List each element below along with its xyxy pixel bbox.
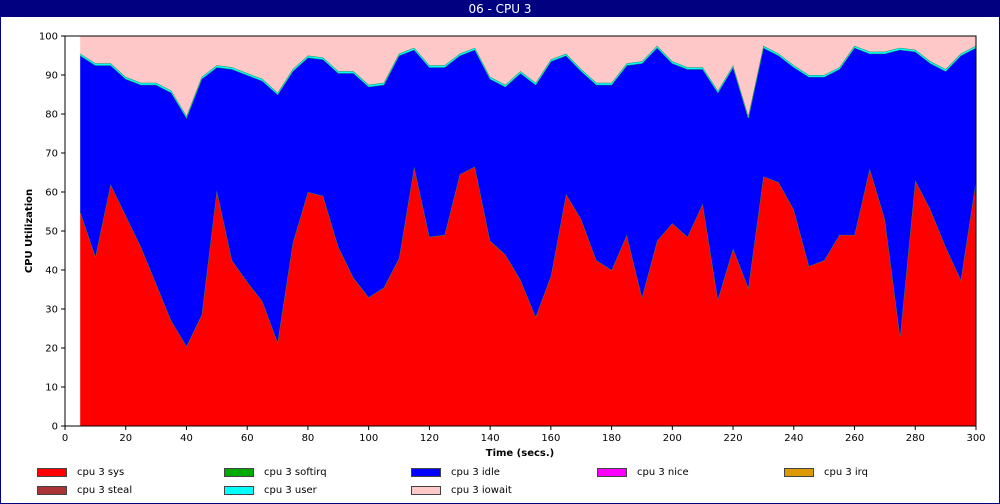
y-tick-label: 50: [45, 227, 58, 238]
chart: 0 20 40 60 80 100 120 140 160 180 200 220 240 260 280 3…: [24, 32, 986, 460]
series-area-cpu-3-idle: [80, 47, 976, 347]
x-tick-label: 300: [966, 433, 985, 444]
axes: 0 20 40 60 80 100 120 140 160 180 200 220 240 260 280 3…: [39, 32, 986, 445]
x-tick-label: 20: [119, 433, 132, 444]
x-tick-label: 180: [602, 433, 621, 444]
legend-swatch: [37, 486, 67, 495]
legend-label: cpu 3 nice: [637, 467, 689, 478]
series-area-cpu-3-sys: [80, 166, 976, 426]
x-tick-label: 220: [724, 433, 743, 444]
x-axis-label: Time (secs.): [486, 448, 555, 459]
legend-label: cpu 3 user: [264, 485, 317, 496]
legend-label: cpu 3 sys: [77, 467, 125, 478]
legend-swatch: [597, 468, 627, 477]
series-edge-cpu-3-sys: [79, 165, 977, 348]
x-tick-label: 80: [302, 433, 315, 444]
legend-label: cpu 3 steal: [77, 485, 133, 496]
y-tick-label: 60: [45, 188, 58, 199]
x-tick-label: 100: [359, 433, 378, 444]
x-tick-label: 60: [241, 433, 254, 444]
legend-label: cpu 3 iowait: [451, 485, 512, 496]
legend-swatch: [411, 468, 441, 477]
y-tick-label: 30: [45, 305, 58, 316]
legend-swatch: [784, 468, 814, 477]
x-tick-label: 260: [845, 433, 864, 444]
y-tick-label: 20: [45, 344, 58, 355]
y-tick-label: 10: [45, 383, 58, 394]
legend-swatch: [224, 486, 254, 495]
y-tick-label: 40: [45, 266, 58, 277]
legend-swatch: [37, 468, 67, 477]
window-title: 06 - CPU 3: [1, 1, 999, 17]
x-tick-label: 200: [663, 433, 682, 444]
x-tick-label: 120: [420, 433, 439, 444]
x-tick-label: 160: [541, 433, 560, 444]
x-tick-label: 140: [481, 433, 500, 444]
x-tick-label: 40: [180, 433, 193, 444]
y-tick-label: 80: [45, 110, 58, 121]
legend: cpu 3 sys cpu 3 softirq cpu 3 idle cpu 3 ni…: [0, 460, 1000, 504]
legend-swatch: [224, 468, 254, 477]
legend-swatch: [411, 486, 441, 495]
legend-label: cpu 3 softirq: [264, 467, 327, 478]
area-layer: [79, 35, 977, 426]
legend-label: cpu 3 idle: [451, 467, 500, 478]
x-tick-label: 280: [906, 433, 925, 444]
y-tick-label: 0: [52, 422, 58, 433]
x-tick-label: 240: [784, 433, 803, 444]
y-tick-label: 100: [39, 32, 58, 43]
y-axis-label: CPU Utilization: [24, 189, 35, 273]
series-area-cpu-3-iowait: [80, 36, 976, 116]
legend-label: cpu 3 irq: [824, 467, 868, 478]
y-tick-label: 90: [45, 71, 58, 82]
x-tick-label: 0: [62, 433, 68, 444]
y-tick-label: 70: [45, 149, 58, 160]
